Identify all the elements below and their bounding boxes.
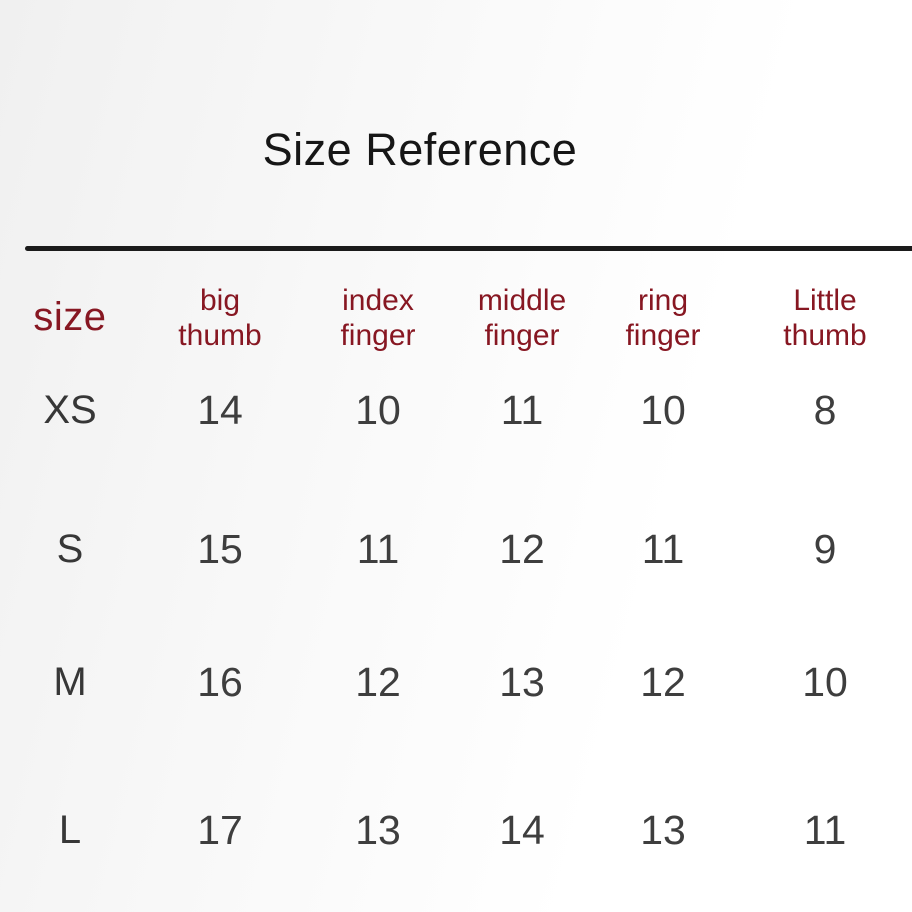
- row-label: L: [58, 807, 82, 852]
- value-cell: 10: [802, 658, 848, 705]
- header-divider-line: [25, 246, 912, 251]
- column-header-little-thumb: Little thumb: [738, 262, 912, 374]
- column-header-index-finger: index finger: [300, 262, 456, 374]
- column-header-label: finger: [484, 319, 560, 352]
- column-header-label: finger: [340, 319, 416, 352]
- column-header-middle-finger: middle finger: [456, 262, 588, 374]
- table-row-xs: XS 14 10 11 10 8: [0, 370, 912, 450]
- row-label: XS: [43, 387, 97, 432]
- value-cell: 12: [499, 525, 545, 572]
- column-header-label: thumb: [178, 319, 262, 352]
- column-header-label: size: [33, 295, 107, 340]
- table-row-l: L 17 13 14 13 11: [0, 790, 912, 870]
- column-header-label: finger: [625, 319, 701, 352]
- value-cell: 9: [813, 525, 837, 572]
- column-header-label: big: [199, 283, 241, 317]
- value-cell: 14: [499, 806, 545, 853]
- value-cell: 10: [640, 386, 686, 433]
- column-header-label: ring: [637, 283, 689, 317]
- value-cell: 12: [355, 658, 401, 705]
- value-cell: 8: [813, 386, 837, 433]
- column-header-ring-finger: ring finger: [588, 262, 738, 374]
- column-header-label: middle: [477, 283, 567, 317]
- column-header-label: Little: [793, 283, 857, 317]
- value-cell: 11: [356, 525, 400, 572]
- row-label: M: [53, 659, 87, 704]
- column-header-size: size: [0, 262, 140, 374]
- value-cell: 13: [499, 658, 545, 705]
- value-cell: 17: [197, 806, 243, 853]
- value-cell: 15: [197, 525, 243, 572]
- table-header-row: size big thumb index finger middle finge…: [0, 262, 912, 374]
- column-header-label: index: [342, 283, 414, 317]
- value-cell: 13: [640, 806, 686, 853]
- column-header-label: thumb: [783, 319, 867, 352]
- value-cell: 11: [500, 386, 544, 433]
- value-cell: 11: [803, 806, 847, 853]
- value-cell: 13: [355, 806, 401, 853]
- table-row-s: S 15 11 12 11 9: [0, 509, 912, 589]
- value-cell: 16: [197, 658, 243, 705]
- row-label: S: [56, 526, 84, 571]
- value-cell: 10: [355, 386, 401, 433]
- value-cell: 12: [640, 658, 686, 705]
- page-title: Size Reference: [262, 124, 578, 175]
- column-header-big-thumb: big thumb: [140, 262, 300, 374]
- value-cell: 14: [197, 386, 243, 433]
- value-cell: 11: [641, 525, 685, 572]
- table-row-m: M 16 12 13 12 10: [0, 642, 912, 722]
